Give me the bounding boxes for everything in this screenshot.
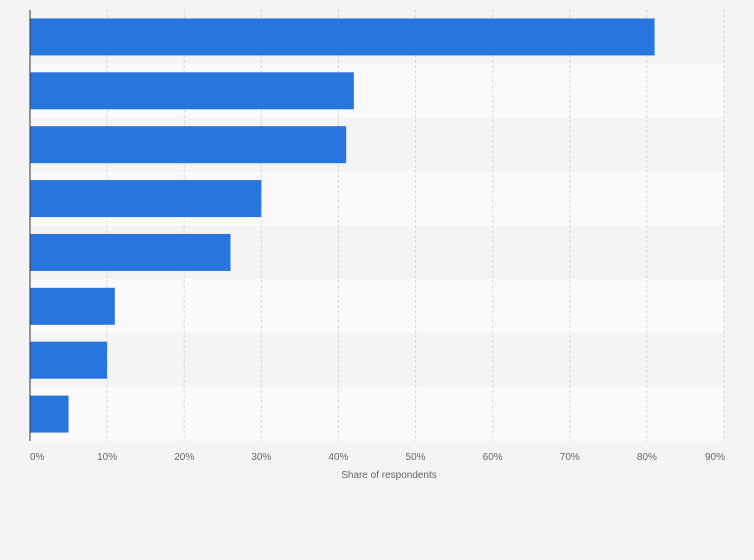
- x-axis-ticks: 0% 10% 20% 30% 40% 50% 60% 70% 80% 90%: [30, 452, 725, 463]
- row-band: [30, 333, 724, 388]
- bar[interactable]: [30, 233, 231, 271]
- x-tick-label: 20%: [174, 452, 194, 463]
- row-band: [30, 387, 724, 441]
- x-tick-label: 50%: [406, 452, 426, 463]
- bar[interactable]: [30, 180, 262, 218]
- x-tick-label: 80%: [637, 452, 657, 463]
- x-tick-label: 0%: [30, 452, 45, 463]
- bar[interactable]: [30, 395, 69, 433]
- x-tick-label: 30%: [251, 452, 271, 463]
- x-axis-title: Share of respondents: [341, 470, 437, 481]
- bar[interactable]: [30, 287, 115, 325]
- bar[interactable]: [30, 18, 655, 56]
- bar[interactable]: [30, 126, 347, 164]
- x-tick-label: 10%: [97, 452, 117, 463]
- bar[interactable]: [30, 341, 108, 379]
- x-tick-label: 70%: [560, 452, 580, 463]
- bars: [30, 18, 655, 433]
- x-tick-label: 40%: [328, 452, 348, 463]
- x-tick-label: 60%: [483, 452, 503, 463]
- x-tick-label: 90%: [705, 452, 725, 463]
- bar[interactable]: [30, 72, 354, 110]
- row-band: [30, 279, 724, 334]
